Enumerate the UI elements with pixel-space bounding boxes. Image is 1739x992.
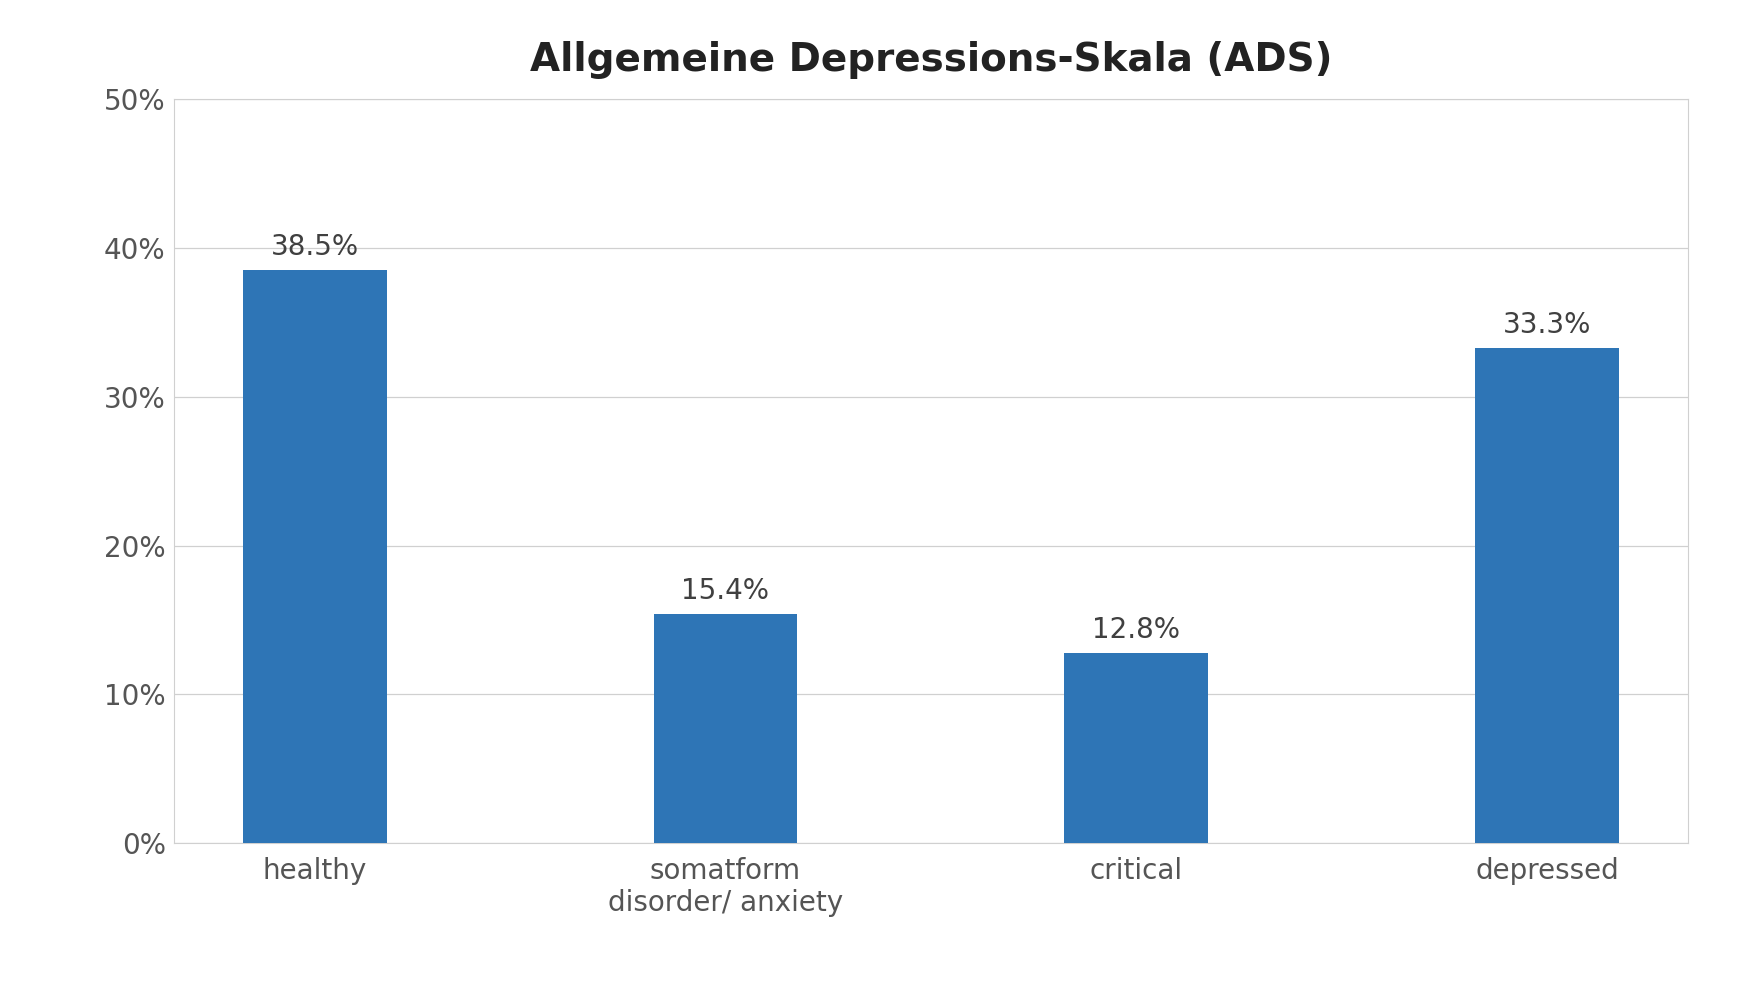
Title: Allgemeine Depressions-Skala (ADS): Allgemeine Depressions-Skala (ADS)	[529, 42, 1332, 79]
Bar	[1475, 348, 1617, 843]
Text: 15.4%: 15.4%	[682, 577, 769, 605]
Text: 33.3%: 33.3%	[1502, 310, 1591, 339]
Bar	[654, 614, 796, 843]
Text: 38.5%: 38.5%	[271, 233, 358, 261]
Bar	[243, 270, 386, 843]
Text: 12.8%: 12.8%	[1092, 616, 1179, 644]
Bar	[1064, 653, 1207, 843]
